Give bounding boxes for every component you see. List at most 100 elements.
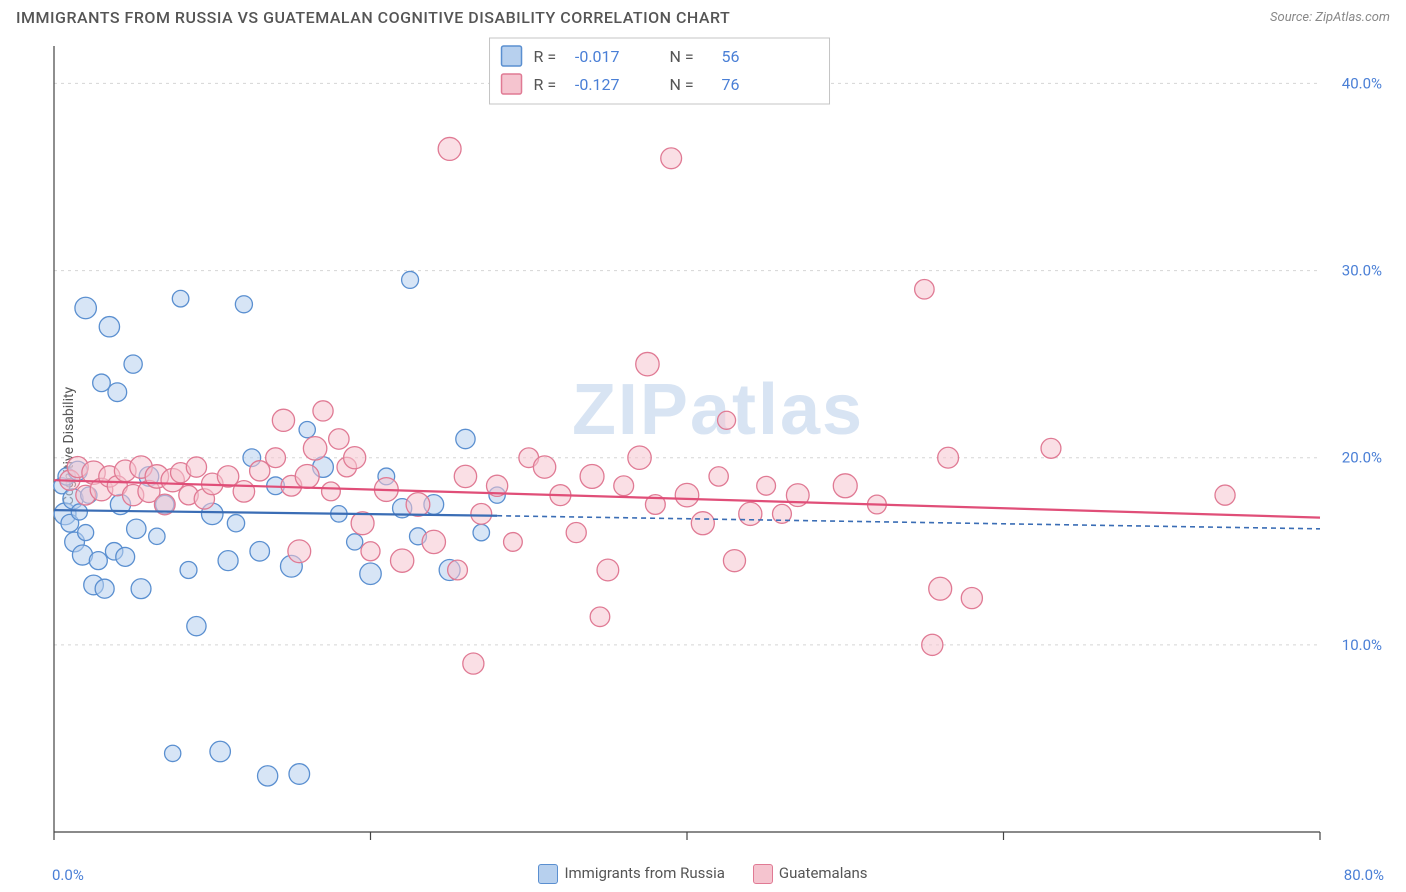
svg-text:30.0%: 30.0%	[1342, 262, 1382, 280]
guatemala-point	[961, 588, 982, 609]
guatemala-point	[448, 560, 468, 580]
guatemala-point	[361, 542, 380, 561]
guatemala-point	[233, 481, 254, 502]
svg-text:76: 76	[722, 75, 740, 94]
legend-item: Guatemalans	[753, 864, 868, 884]
guatemala-point	[661, 148, 682, 169]
guatemala-point	[322, 482, 341, 501]
russia-point	[456, 429, 475, 448]
russia-point	[473, 524, 489, 540]
svg-text:R =: R =	[534, 47, 557, 66]
russia-point	[210, 741, 230, 761]
guatemala-point	[597, 559, 619, 581]
guatemala-point	[614, 476, 634, 496]
russia-point	[172, 290, 189, 307]
guatemala-point	[471, 503, 492, 524]
guatemala-point	[833, 474, 857, 498]
russia-point	[347, 534, 363, 550]
guatemala-point	[938, 447, 959, 468]
russia-point	[165, 745, 181, 761]
guatemala-point	[422, 530, 445, 553]
guatemala-point	[329, 429, 349, 449]
svg-text:N =: N =	[670, 47, 694, 66]
russia-point	[78, 525, 94, 541]
guatemala-point	[929, 577, 952, 600]
chart-title: IMMIGRANTS FROM RUSSIA VS GUATEMALAN COG…	[16, 8, 730, 27]
svg-text:20.0%: 20.0%	[1342, 449, 1382, 467]
guatemala-point	[718, 411, 736, 429]
guatemala-point	[438, 137, 461, 160]
russia-point	[402, 271, 419, 288]
legend-swatch	[753, 864, 773, 884]
guatemala-point	[691, 512, 714, 535]
stats-swatch	[502, 74, 522, 94]
russia-point	[108, 383, 127, 402]
source-label: Source: ZipAtlas.com	[1270, 10, 1390, 25]
russia-point	[75, 297, 96, 318]
guatemala-point	[295, 464, 319, 488]
guatemala-point	[675, 483, 699, 507]
russia-point	[99, 317, 119, 337]
scatter-chart: 10.0% 20.0% 30.0% 40.0% ZIPatlas R = -0.017 N =…	[46, 36, 1390, 852]
guatemala-point	[406, 493, 430, 517]
guatemala-point	[344, 447, 366, 469]
russia-point	[187, 616, 206, 635]
legend-swatch	[538, 864, 558, 884]
guatemala-point	[1041, 438, 1061, 458]
russia-point	[235, 296, 252, 313]
guatemala-point	[288, 540, 311, 563]
guatemala-point	[757, 476, 776, 495]
russia-point	[299, 421, 315, 437]
guatemala-point	[636, 352, 659, 375]
russia-point	[124, 355, 142, 373]
svg-text:-0.017: -0.017	[575, 47, 620, 66]
svg-text:ZIPatlas: ZIPatlas	[572, 370, 864, 450]
legend-item: Immigrants from Russia	[538, 864, 724, 884]
stats-swatch	[502, 46, 522, 66]
russia-point	[250, 541, 270, 561]
guatemala-point	[580, 464, 604, 488]
svg-text:R =: R =	[534, 75, 557, 94]
guatemala-point	[922, 634, 943, 655]
svg-text:N =: N =	[670, 75, 694, 94]
guatemala-point	[1215, 485, 1235, 505]
guatemala-point	[266, 448, 286, 468]
guatemala-point	[723, 550, 745, 572]
guatemala-point	[504, 533, 523, 552]
guatemala-point	[313, 401, 333, 421]
guatemala-point	[390, 549, 413, 572]
guatemala-point	[628, 446, 651, 469]
guatemala-point	[454, 465, 476, 487]
x-axis-end-label: 80.0%	[1344, 866, 1384, 884]
russia-point	[227, 515, 244, 532]
legend-label: Guatemalans	[779, 864, 868, 882]
russia-point	[218, 551, 238, 571]
svg-text:56: 56	[722, 47, 740, 66]
russia-point	[360, 563, 381, 584]
legend-label: Immigrants from Russia	[564, 864, 724, 882]
russia-point	[93, 374, 111, 392]
guatemala-point	[590, 607, 610, 627]
russia-point	[89, 552, 107, 570]
guatemala-point	[915, 280, 934, 299]
svg-text:-0.127: -0.127	[575, 75, 620, 94]
guatemala-point	[566, 523, 586, 543]
guatemala-point	[739, 502, 762, 525]
russia-point	[131, 579, 151, 599]
russia-point	[180, 562, 197, 579]
guatemala-point	[533, 456, 555, 478]
svg-text:10.0%: 10.0%	[1342, 636, 1382, 654]
russia-point	[149, 528, 165, 544]
guatemala-point	[250, 461, 270, 481]
bottom-legend: Immigrants from Russia Guatemalans	[0, 864, 1406, 884]
svg-text:40.0%: 40.0%	[1342, 74, 1382, 92]
russia-point	[71, 504, 87, 520]
guatemala-point	[463, 653, 484, 674]
russia-point	[289, 764, 310, 785]
guatemala-point	[186, 457, 206, 477]
russia-point	[116, 547, 135, 566]
guatemala-point	[709, 467, 728, 486]
russia-point	[258, 766, 278, 786]
russia-point	[127, 519, 146, 538]
russia-trend-dash	[497, 516, 1320, 529]
